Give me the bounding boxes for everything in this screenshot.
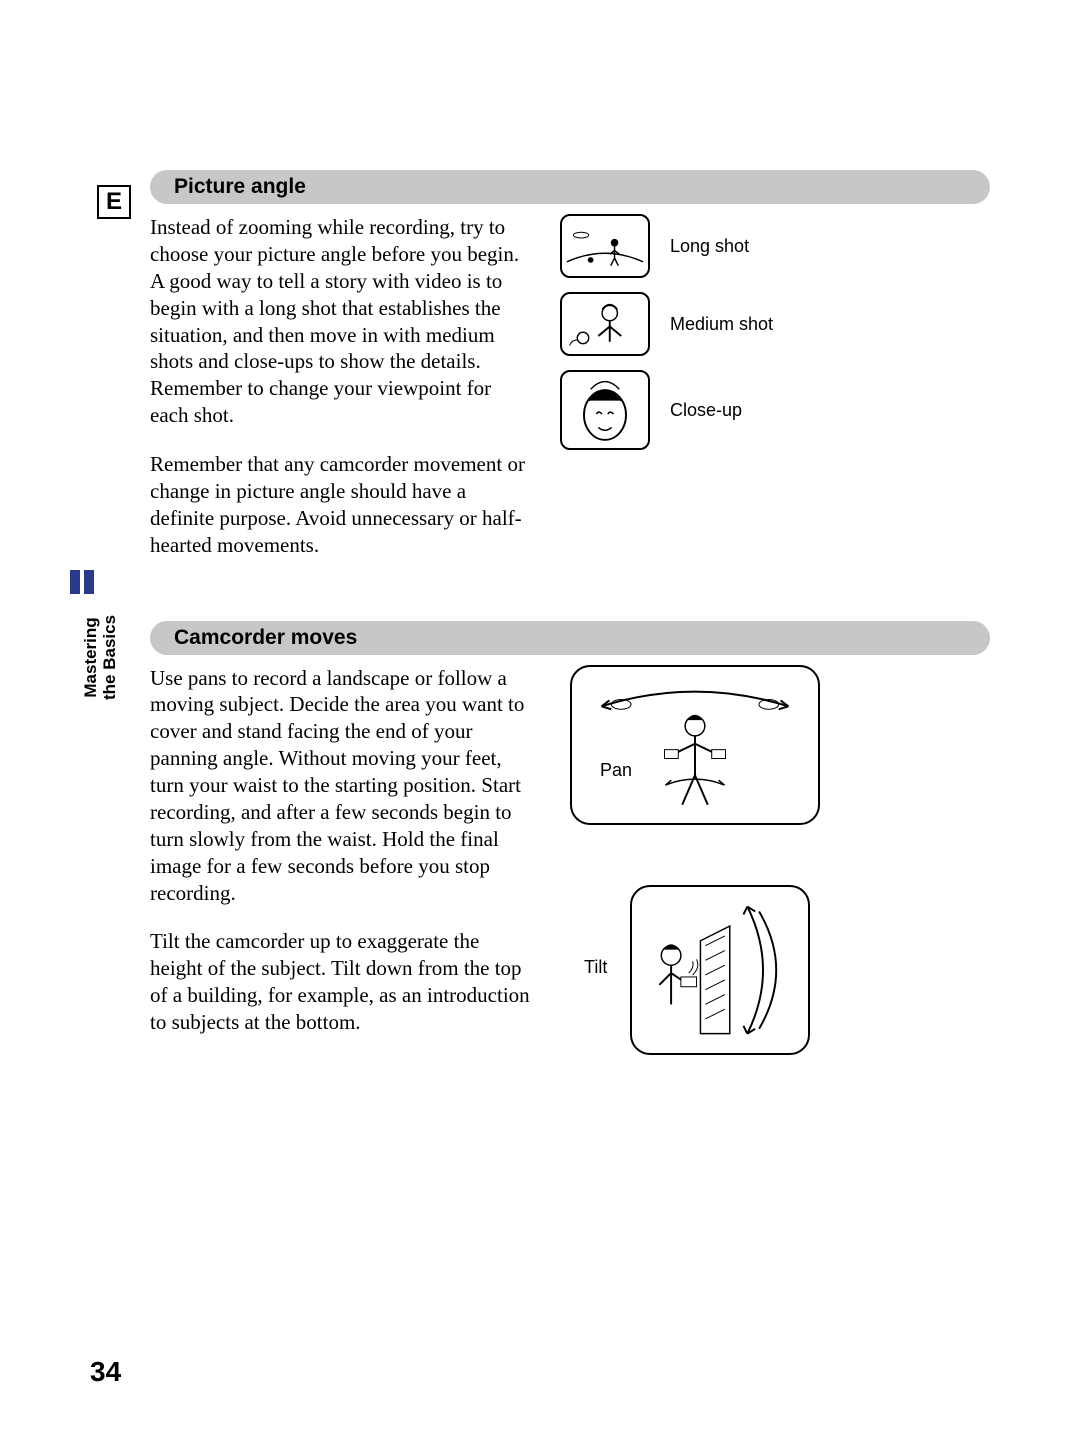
- tilt-figure: Tilt: [630, 885, 810, 1055]
- close-up-icon: [562, 372, 648, 448]
- long-shot-thumb: [560, 214, 650, 278]
- figure-col-shots: Long shot Medium shot: [560, 214, 990, 581]
- accent-bar-icon: [70, 570, 80, 594]
- tilt-figure-icon: [632, 887, 808, 1053]
- section-heading-label: Camcorder moves: [174, 626, 357, 650]
- section-body-picture-angle: Instead of zooming while recording, try …: [150, 214, 990, 581]
- accent-bar-icon: [84, 570, 94, 594]
- close-up-thumb: [560, 370, 650, 450]
- paragraph: Remember that any camcorder movement or …: [150, 451, 530, 559]
- body-text-col: Instead of zooming while recording, try …: [150, 214, 530, 581]
- shot-label: Long shot: [670, 236, 749, 257]
- page-number: 34: [90, 1356, 121, 1388]
- figure-caption: Tilt: [584, 957, 607, 978]
- shot-label: Medium shot: [670, 314, 773, 335]
- section-body-camcorder-moves: Use pans to record a landscape or follow…: [150, 665, 990, 1115]
- language-badge-letter: E: [106, 188, 122, 216]
- paragraph: Instead of zooming while recording, try …: [150, 214, 530, 429]
- shot-label: Close-up: [670, 400, 742, 421]
- shot-row-long: Long shot: [560, 214, 990, 278]
- shot-row-closeup: Close-up: [560, 370, 990, 450]
- pan-figure: Pan: [570, 665, 820, 825]
- long-shot-icon: [562, 216, 648, 277]
- medium-shot-icon: [562, 294, 648, 355]
- paragraph: Tilt the camcorder up to exaggerate the …: [150, 928, 530, 1036]
- language-badge: E: [97, 185, 131, 219]
- body-text-col: Use pans to record a landscape or follow…: [150, 665, 530, 1115]
- shot-row-medium: Medium shot: [560, 292, 990, 356]
- page: E Picture angle Instead of zooming while…: [0, 0, 1080, 1443]
- pan-figure-icon: [572, 667, 818, 824]
- side-tab-label: Mastering the Basics: [82, 615, 119, 700]
- medium-shot-thumb: [560, 292, 650, 356]
- paragraph: Use pans to record a landscape or follow…: [150, 665, 530, 907]
- section-heading-picture-angle: Picture angle: [150, 170, 990, 204]
- section-heading-camcorder-moves: Camcorder moves: [150, 621, 990, 655]
- figure-caption: Pan: [600, 760, 632, 781]
- figure-col-moves: Pan Tilt: [560, 665, 990, 1115]
- section-heading-label: Picture angle: [174, 175, 306, 199]
